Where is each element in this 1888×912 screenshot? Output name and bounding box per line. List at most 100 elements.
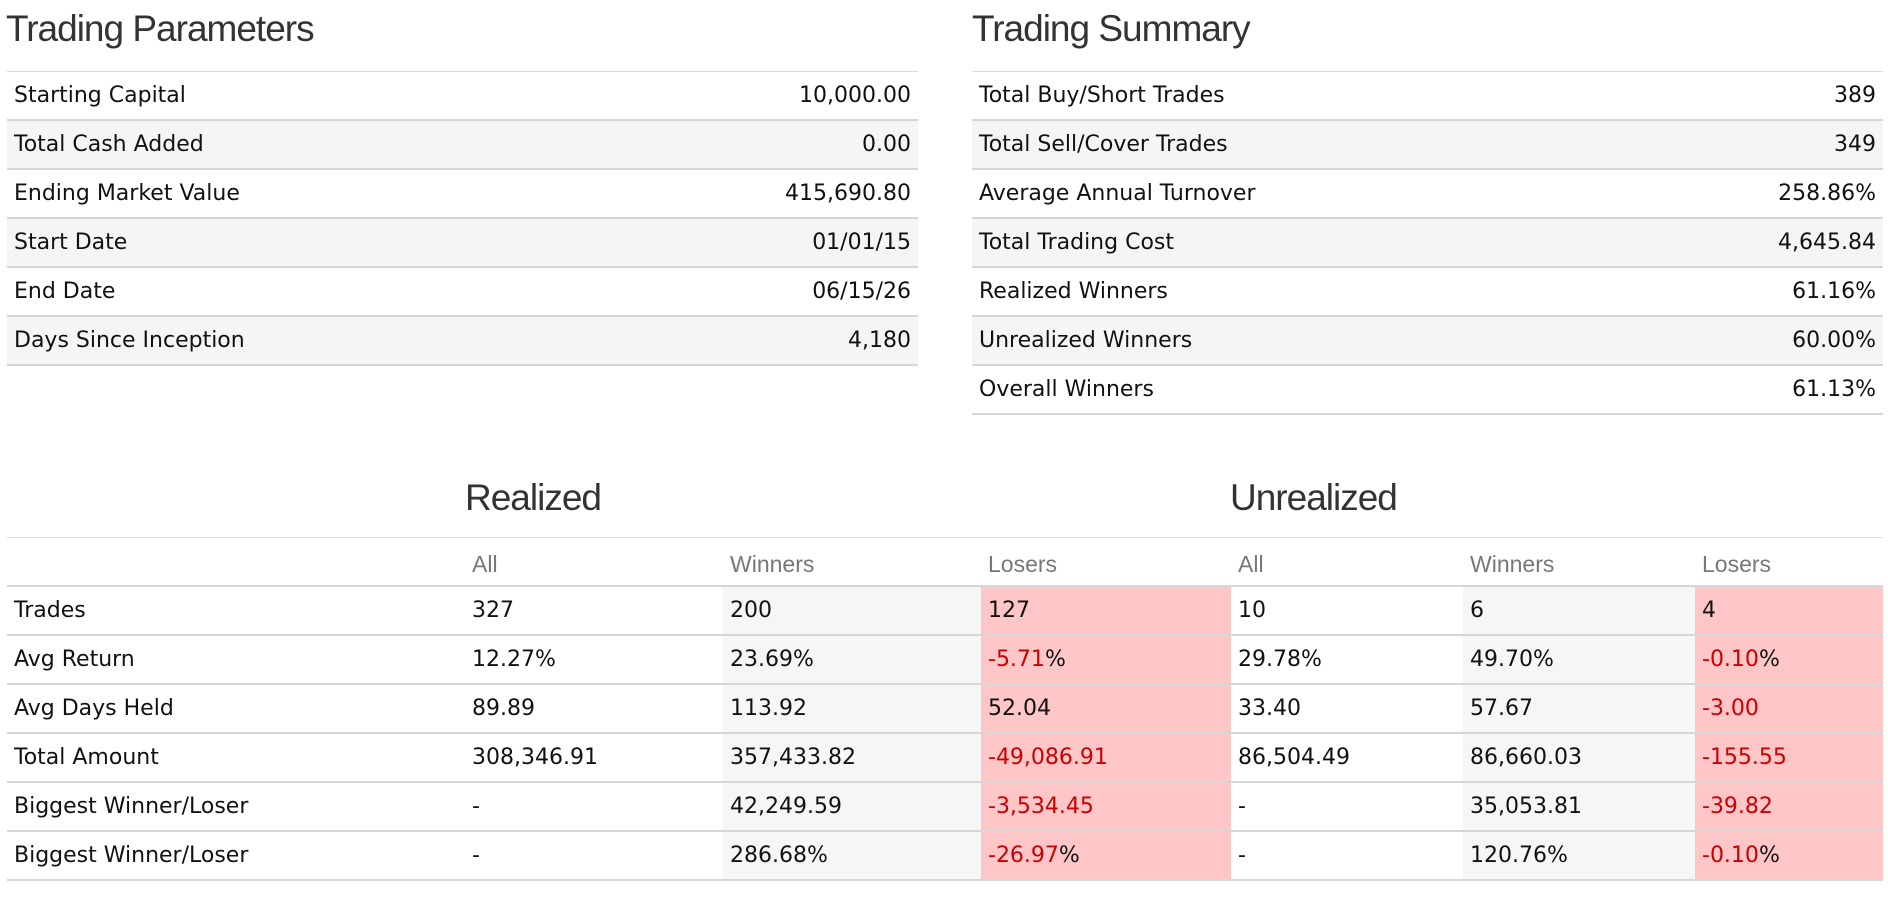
losers-value: -3.00 bbox=[1702, 696, 1759, 721]
unrealized-title: Unrealized bbox=[1230, 477, 1398, 518]
realized-all-cell: 12.27% bbox=[472, 647, 556, 672]
param-label: Days Since Inception bbox=[14, 328, 245, 353]
param-value: 415,690.80 bbox=[785, 181, 911, 206]
table-row: Biggest Winner/Loser - 286.68% -26.97% -… bbox=[7, 832, 1883, 881]
summary-value: 389 bbox=[1834, 83, 1876, 108]
summary-value: 258.86% bbox=[1778, 181, 1876, 206]
table-row: Unrealized Winners 60.00% bbox=[972, 317, 1883, 366]
realized-losers-cell: -26.97% bbox=[981, 832, 1231, 879]
param-label: End Date bbox=[14, 279, 116, 304]
table-row: Average Annual Turnover 258.86% bbox=[972, 170, 1883, 219]
unrealized-losers-cell: -0.10% bbox=[1695, 832, 1883, 879]
realized-title: Realized bbox=[465, 477, 602, 518]
summary-label: Realized Winners bbox=[979, 279, 1168, 304]
unrealized-all-cell: - bbox=[1238, 843, 1246, 868]
summary-value: 349 bbox=[1834, 132, 1876, 157]
losers-value: 52.04 bbox=[988, 696, 1051, 721]
row-label: Biggest Winner/Loser bbox=[14, 794, 249, 819]
unrealized-all-cell: 86,504.49 bbox=[1238, 745, 1350, 770]
table-row: Start Date 01/01/15 bbox=[7, 219, 918, 268]
unrealized-all-cell: 10 bbox=[1238, 598, 1266, 623]
unrealized-all-cell: 33.40 bbox=[1238, 696, 1301, 721]
realized-winners-cell: 286.68% bbox=[723, 832, 981, 879]
summary-label: Overall Winners bbox=[979, 377, 1154, 402]
table-row: End Date 06/15/26 bbox=[7, 268, 918, 317]
column-header-unrealized-losers: Losers bbox=[1702, 551, 1772, 577]
realized-winners-cell: 200 bbox=[723, 587, 981, 634]
summary-label: Total Sell/Cover Trades bbox=[979, 132, 1228, 157]
table-row: Total Buy/Short Trades 389 bbox=[972, 72, 1883, 121]
losers-suffix: % bbox=[1758, 647, 1780, 672]
param-value: 01/01/15 bbox=[812, 230, 911, 255]
realized-winners-cell: 42,249.59 bbox=[723, 783, 981, 830]
table-row: Avg Return 12.27% 23.69% -5.71% 29.78% 4… bbox=[7, 636, 1883, 685]
trading-parameters-table: Starting Capital 10,000.00 Total Cash Add… bbox=[7, 71, 918, 366]
table-header-row: All Winners Losers All Winners Losers bbox=[7, 538, 1883, 587]
losers-value: -0.10 bbox=[1702, 647, 1759, 672]
param-label: Total Cash Added bbox=[14, 132, 204, 157]
losers-value: -155.55 bbox=[1702, 745, 1787, 770]
row-label: Avg Days Held bbox=[14, 696, 174, 721]
summary-value: 4,645.84 bbox=[1778, 230, 1876, 255]
unrealized-all-cell: 29.78% bbox=[1238, 647, 1322, 672]
realized-winners-cell: 357,433.82 bbox=[723, 734, 981, 781]
row-label: Total Amount bbox=[14, 745, 159, 770]
losers-suffix: % bbox=[1058, 843, 1080, 868]
losers-value: 4 bbox=[1702, 598, 1716, 623]
realized-losers-cell: -49,086.91 bbox=[981, 734, 1231, 781]
table-row: Days Since Inception 4,180 bbox=[7, 317, 918, 366]
unrealized-winners-cell: 35,053.81 bbox=[1463, 783, 1695, 830]
realized-losers-cell: -5.71% bbox=[981, 636, 1231, 683]
unrealized-winners-cell: 120.76% bbox=[1463, 832, 1695, 879]
realized-losers-cell: 127 bbox=[981, 587, 1231, 634]
unrealized-losers-cell: -155.55 bbox=[1695, 734, 1883, 781]
summary-label: Unrealized Winners bbox=[979, 328, 1193, 353]
table-row: Overall Winners 61.13% bbox=[972, 366, 1883, 415]
table-row: Total Sell/Cover Trades 349 bbox=[972, 121, 1883, 170]
realized-all-cell: - bbox=[472, 794, 480, 819]
trading-summary-title: Trading Summary bbox=[972, 8, 1251, 49]
summary-value: 60.00% bbox=[1792, 328, 1876, 353]
trading-parameters-title: Trading Parameters bbox=[6, 8, 315, 49]
realized-all-cell: - bbox=[472, 843, 480, 868]
param-value: 06/15/26 bbox=[812, 279, 911, 304]
param-value: 0.00 bbox=[862, 132, 911, 157]
unrealized-losers-cell: -0.10% bbox=[1695, 636, 1883, 683]
losers-suffix: % bbox=[1758, 843, 1780, 868]
param-value: 4,180 bbox=[848, 328, 911, 353]
unrealized-losers-cell: -39.82 bbox=[1695, 783, 1883, 830]
summary-value: 61.13% bbox=[1792, 377, 1876, 402]
param-label: Start Date bbox=[14, 230, 128, 255]
unrealized-losers-cell: -3.00 bbox=[1695, 685, 1883, 732]
unrealized-losers-cell: 4 bbox=[1695, 587, 1883, 634]
losers-value: -39.82 bbox=[1702, 794, 1773, 819]
column-header-realized-winners: Winners bbox=[730, 551, 815, 577]
summary-label: Total Buy/Short Trades bbox=[979, 83, 1225, 108]
losers-value: -0.10 bbox=[1702, 843, 1759, 868]
table-row: Biggest Winner/Loser - 42,249.59 -3,534.… bbox=[7, 783, 1883, 832]
column-header-unrealized-winners: Winners bbox=[1470, 551, 1555, 577]
table-row: Starting Capital 10,000.00 bbox=[7, 72, 918, 121]
table-row: Ending Market Value 415,690.80 bbox=[7, 170, 918, 219]
realized-all-cell: 89.89 bbox=[472, 696, 535, 721]
table-row: Realized Winners 61.16% bbox=[972, 268, 1883, 317]
trading-summary-table: Total Buy/Short Trades 389 Total Sell/Cov… bbox=[972, 71, 1883, 415]
summary-label: Total Trading Cost bbox=[979, 230, 1174, 255]
realized-all-cell: 308,346.91 bbox=[472, 745, 598, 770]
realized-winners-cell: 113.92 bbox=[723, 685, 981, 732]
table-row: Total Cash Added 0.00 bbox=[7, 121, 918, 170]
param-label: Ending Market Value bbox=[14, 181, 240, 206]
row-label: Biggest Winner/Loser bbox=[14, 843, 249, 868]
losers-value: -5.71 bbox=[988, 647, 1045, 672]
unrealized-winners-cell: 57.67 bbox=[1463, 685, 1695, 732]
summary-label: Average Annual Turnover bbox=[979, 181, 1256, 206]
column-header-realized-losers: Losers bbox=[988, 551, 1058, 577]
table-row: Trades 327 200 127 10 6 4 bbox=[7, 587, 1883, 636]
unrealized-winners-cell: 49.70% bbox=[1463, 636, 1695, 683]
losers-value: -26.97 bbox=[988, 843, 1059, 868]
column-header-realized-all: All bbox=[472, 551, 498, 577]
header-blank bbox=[7, 538, 465, 585]
param-value: 10,000.00 bbox=[799, 83, 911, 108]
results-table: All Winners Losers All Winners Losers Tr… bbox=[7, 537, 1883, 881]
unrealized-winners-cell: 86,660.03 bbox=[1463, 734, 1695, 781]
